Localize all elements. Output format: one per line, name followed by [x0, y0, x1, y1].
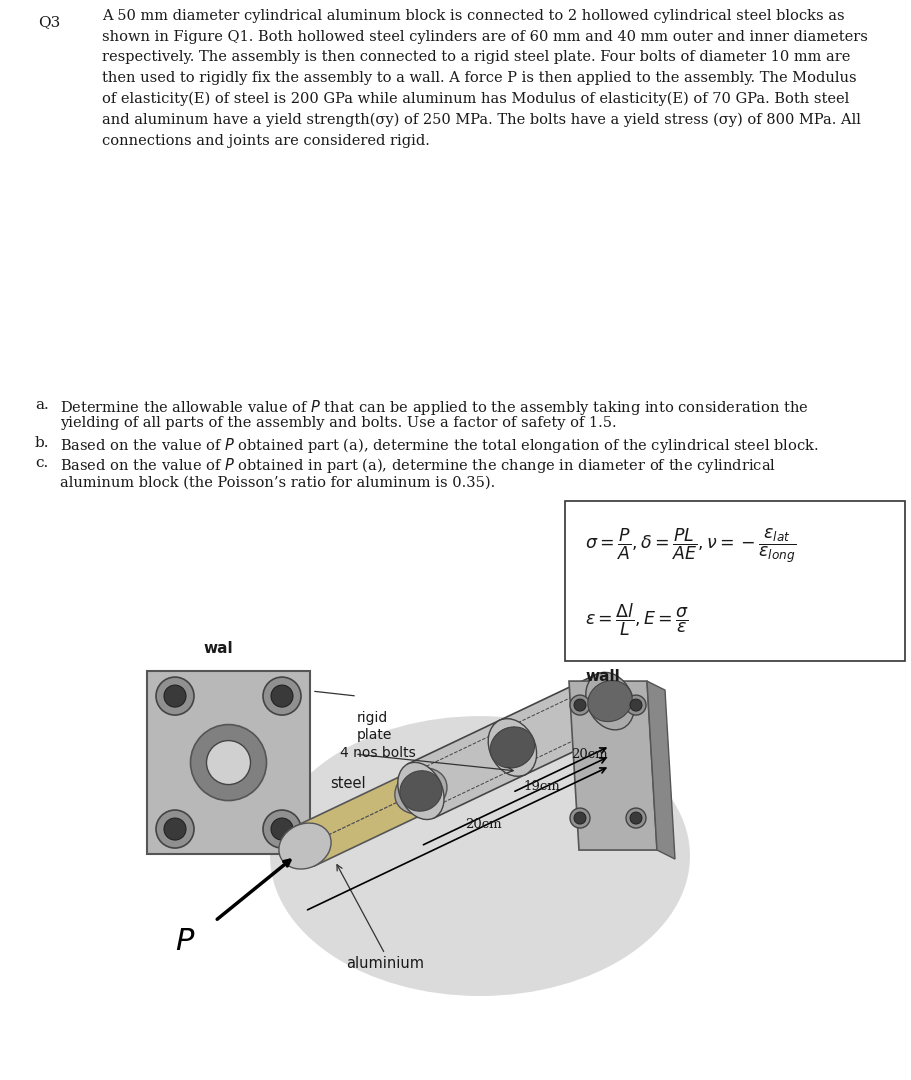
Ellipse shape [490, 727, 535, 768]
Ellipse shape [270, 716, 690, 996]
Circle shape [263, 810, 301, 848]
Polygon shape [295, 771, 430, 866]
Circle shape [156, 677, 194, 715]
Circle shape [570, 808, 590, 828]
Ellipse shape [489, 719, 536, 777]
Text: $P$: $P$ [175, 926, 195, 957]
Ellipse shape [394, 768, 447, 814]
Text: aluminium: aluminium [346, 956, 424, 971]
Circle shape [630, 812, 642, 824]
Circle shape [263, 677, 301, 715]
Circle shape [164, 818, 186, 840]
Circle shape [574, 699, 586, 711]
Text: steel: steel [330, 777, 365, 791]
Ellipse shape [398, 762, 444, 820]
Circle shape [164, 685, 186, 707]
Circle shape [626, 808, 646, 828]
Text: 19cm: 19cm [524, 780, 560, 793]
Ellipse shape [400, 771, 442, 811]
Circle shape [630, 699, 642, 711]
Circle shape [574, 812, 586, 824]
Text: 4 nos bolts: 4 nos bolts [340, 746, 415, 760]
Ellipse shape [488, 718, 537, 777]
Text: $\sigma = \dfrac{P}{A},\delta = \dfrac{PL}{AE},\nu = -\dfrac{\varepsilon_{lat}}{: $\sigma = \dfrac{P}{A},\delta = \dfrac{P… [585, 526, 797, 565]
Text: A 50 mm diameter cylindrical aluminum block is connected to 2 hollowed cylindric: A 50 mm diameter cylindrical aluminum bl… [102, 9, 868, 148]
Text: Determine the allowable value of $P$ that can be applied to the assembly taking : Determine the allowable value of $P$ tha… [60, 399, 809, 417]
Text: aluminum block (the Poisson’s ratio for aluminum is 0.35).: aluminum block (the Poisson’s ratio for … [60, 476, 496, 490]
Text: Q3: Q3 [38, 15, 60, 29]
Circle shape [271, 685, 293, 707]
Text: Based on the value of $P$ obtained part (a), determine the total elongation of t: Based on the value of $P$ obtained part … [60, 436, 819, 455]
Circle shape [570, 696, 590, 715]
Ellipse shape [586, 672, 634, 730]
Bar [147, 671, 310, 854]
Ellipse shape [279, 823, 331, 869]
Circle shape [271, 818, 293, 840]
Text: b.: b. [35, 436, 49, 450]
Text: a.: a. [35, 399, 49, 413]
Circle shape [190, 725, 267, 800]
Text: yielding of all parts of the assembly and bolts. Use a factor of safety of 1.5.: yielding of all parts of the assembly an… [60, 416, 617, 430]
Text: wall: wall [586, 670, 620, 684]
Bar [565, 501, 905, 661]
Polygon shape [647, 681, 675, 859]
Circle shape [156, 810, 194, 848]
Polygon shape [569, 681, 657, 850]
Ellipse shape [588, 680, 632, 721]
Circle shape [207, 741, 251, 784]
Text: $\varepsilon = \dfrac{\Delta l}{L},E = \dfrac{\sigma}{\varepsilon}$: $\varepsilon = \dfrac{\Delta l}{L},E = \… [585, 602, 690, 637]
Polygon shape [499, 674, 623, 774]
Text: wal: wal [204, 642, 233, 656]
Text: rigid
plate: rigid plate [357, 711, 393, 742]
Text: 20cm: 20cm [571, 748, 608, 761]
Text: Based on the value of $P$ obtained in part (a), determine the change in diameter: Based on the value of $P$ obtained in pa… [60, 456, 776, 475]
Text: c.: c. [35, 456, 48, 470]
Text: 20cm: 20cm [466, 818, 502, 831]
Circle shape [626, 696, 646, 715]
Ellipse shape [491, 727, 534, 768]
Polygon shape [408, 720, 526, 818]
